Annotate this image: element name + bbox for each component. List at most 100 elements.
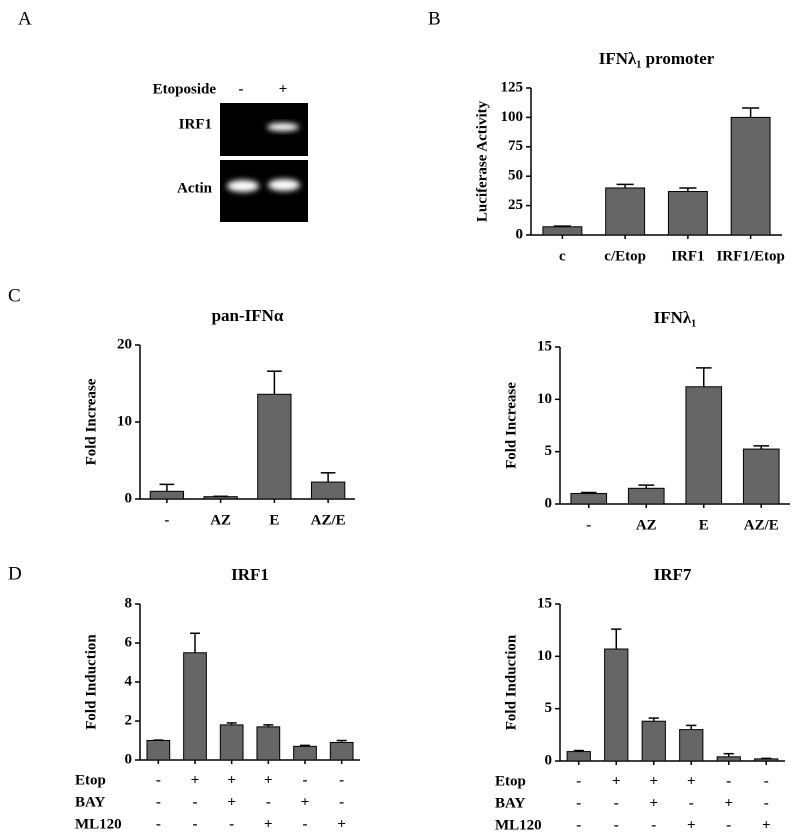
chart-title: IFNλ₁ promoter: [599, 49, 715, 68]
bar: [604, 648, 629, 762]
error-bar: [686, 724, 697, 730]
condition-label: BAY: [495, 795, 525, 811]
y-tick-label: 0: [545, 752, 553, 768]
y-tick-label: 15: [537, 338, 552, 354]
bar: [257, 393, 292, 500]
error-bar: [723, 752, 734, 757]
blot-band: [227, 180, 259, 192]
condition-label: ML120: [495, 817, 542, 833]
error-bar: [753, 445, 770, 450]
error-bar: [742, 107, 760, 118]
bar: [146, 740, 171, 761]
x-tick-label: c: [559, 248, 566, 264]
error-bar: [761, 757, 772, 760]
bar: [667, 190, 708, 236]
bar: [641, 720, 666, 762]
condition-label: Etop: [495, 773, 526, 789]
error-bar: [263, 724, 274, 727]
condition-sign: +: [264, 816, 273, 832]
condition-sign: -: [339, 794, 344, 810]
x-tick-label: AZ/E: [311, 512, 346, 528]
error-bar: [226, 722, 237, 725]
y-axis-label: Luciferase Activity: [474, 100, 490, 222]
blot-treatment: Etoposide: [153, 81, 217, 97]
y-axis-label: Fold Induction: [503, 634, 519, 730]
error-bar: [611, 628, 622, 650]
chart-title: pan-IFNα: [212, 306, 284, 325]
condition-sign: -: [726, 817, 731, 833]
condition-sign: -: [726, 773, 731, 789]
condition-sign: -: [303, 772, 308, 788]
error-bar: [648, 717, 659, 722]
error-bar: [573, 749, 584, 752]
condition-sign: +: [687, 817, 696, 833]
error-bar: [159, 483, 175, 492]
error-bar: [267, 370, 282, 395]
bar: [310, 481, 346, 500]
condition-sign: -: [614, 795, 619, 811]
y-tick-label: 10: [537, 648, 552, 664]
error-bar: [638, 484, 655, 489]
condition-sign: -: [156, 772, 161, 788]
y-tick-label: 20: [117, 336, 132, 352]
blot-image: [220, 160, 308, 222]
condition-sign: -: [303, 816, 308, 832]
y-tick-label: 0: [545, 495, 553, 511]
bar: [754, 758, 779, 762]
bar: [329, 741, 354, 761]
panel-label: A: [18, 8, 32, 29]
x-tick-label: AZ: [636, 517, 657, 533]
x-tick-label: -: [164, 512, 169, 528]
blot-band: [268, 179, 300, 191]
panel-label: C: [8, 285, 21, 306]
bar: [679, 729, 704, 762]
condition-sign: +: [301, 794, 310, 810]
x-tick-label: E: [699, 517, 709, 533]
error-bar: [580, 491, 597, 494]
y-tick-label: 4: [125, 673, 133, 689]
error-bar: [320, 472, 336, 483]
condition-sign: -: [764, 795, 769, 811]
error-bar: [616, 183, 634, 188]
y-tick-label: 5: [545, 443, 553, 459]
y-axis-label: Fold Increase: [503, 382, 519, 469]
condition-sign: -: [229, 816, 234, 832]
bar: [627, 487, 665, 505]
error-bar: [553, 225, 571, 227]
condition-sign: -: [576, 773, 581, 789]
error-bar: [679, 187, 697, 192]
y-tick-label: 10: [117, 413, 132, 429]
y-tick-label: 125: [501, 79, 524, 95]
y-tick-label: 6: [125, 634, 133, 650]
condition-label: Etop: [75, 772, 106, 788]
y-axis-label: Fold Increase: [83, 378, 99, 465]
condition-sign: -: [339, 772, 344, 788]
condition-label: BAY: [75, 794, 105, 810]
x-tick-label: AZ/E: [744, 517, 779, 533]
x-tick-label: c/Etop: [604, 248, 646, 264]
y-tick-label: 2: [125, 712, 133, 728]
x-tick-label: AZ: [210, 512, 231, 528]
condition-sign: +: [762, 817, 771, 833]
condition-sign: +: [612, 773, 621, 789]
y-tick-label: 8: [125, 595, 133, 611]
x-tick-label: IRF1: [671, 248, 704, 264]
condition-sign: -: [193, 794, 198, 810]
y-tick-label: 15: [537, 595, 552, 611]
condition-sign: -: [651, 817, 656, 833]
panel-label: D: [8, 563, 22, 584]
y-tick-label: 0: [125, 490, 133, 506]
y-tick-label: 0: [125, 751, 133, 767]
condition-sign: +: [649, 795, 658, 811]
bar: [730, 116, 771, 236]
bar: [542, 226, 583, 236]
x-tick-label: IRF1/Etop: [716, 248, 784, 264]
bar: [183, 652, 207, 761]
error-bar: [299, 744, 311, 747]
chart-title: IRF1: [231, 565, 269, 584]
bar: [742, 448, 780, 505]
condition-sign: +: [649, 773, 658, 789]
condition-sign: +: [337, 816, 346, 832]
condition-sign: -: [156, 794, 161, 810]
condition-sign: -: [576, 817, 581, 833]
